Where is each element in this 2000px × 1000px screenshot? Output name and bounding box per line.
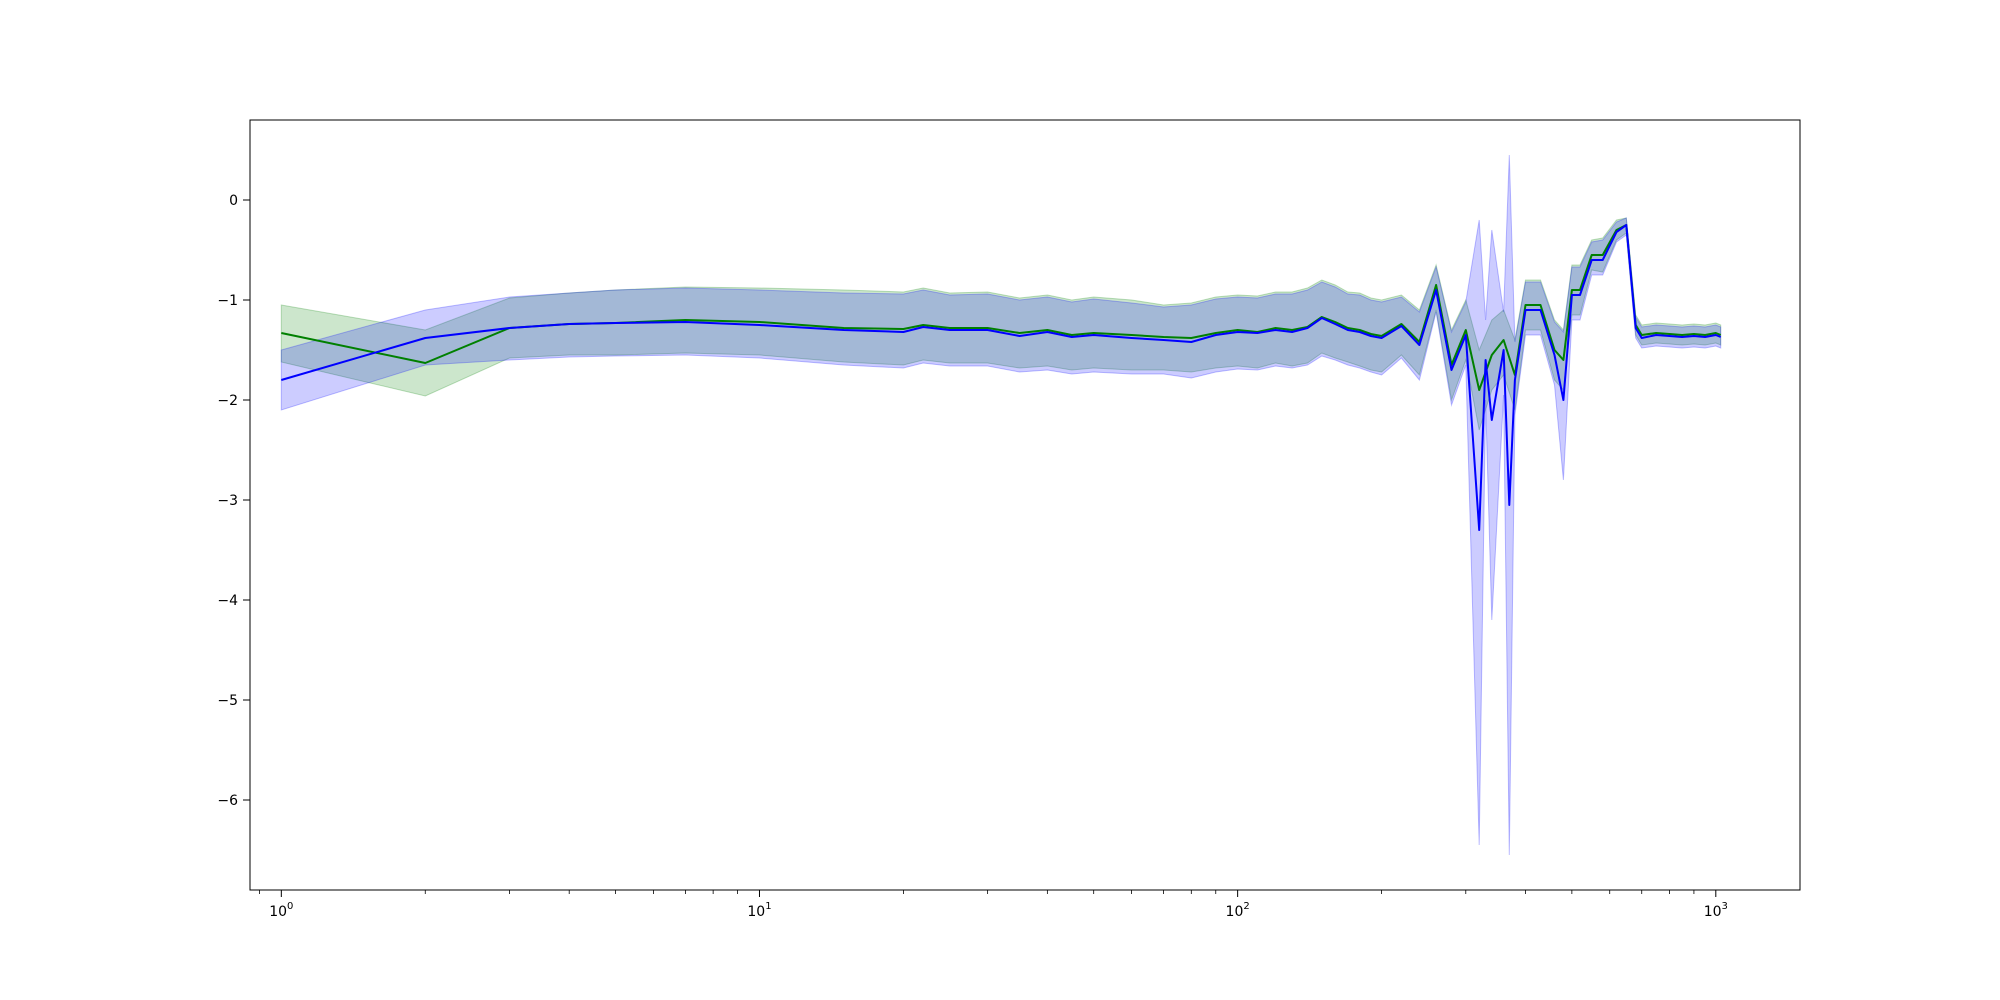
x-tick-label: 100 [269, 901, 293, 920]
x-tick-label: 101 [747, 901, 771, 920]
series-lines [281, 224, 1722, 531]
y-axis: 0 −1 −2 −3 −4 −5 −6 [217, 193, 250, 809]
y-tick-label: −2 [217, 393, 238, 409]
series-2-line [281, 224, 1722, 531]
y-tick-label: −4 [217, 593, 238, 609]
y-tick-label: −1 [217, 293, 238, 309]
series-1-line [281, 224, 1722, 391]
y-tick-label: 0 [229, 193, 238, 209]
plot-frame [249, 119, 1801, 891]
series-1-band [280, 217, 1722, 431]
y-tick-label: −6 [217, 793, 238, 809]
y-tick-label: −5 [217, 693, 238, 709]
x-axis: 100 101 102 103 [259, 890, 1728, 920]
x-tick-label: 103 [1704, 901, 1728, 920]
y-tick-label: −3 [217, 493, 238, 509]
x-tick-label: 102 [1226, 901, 1250, 920]
